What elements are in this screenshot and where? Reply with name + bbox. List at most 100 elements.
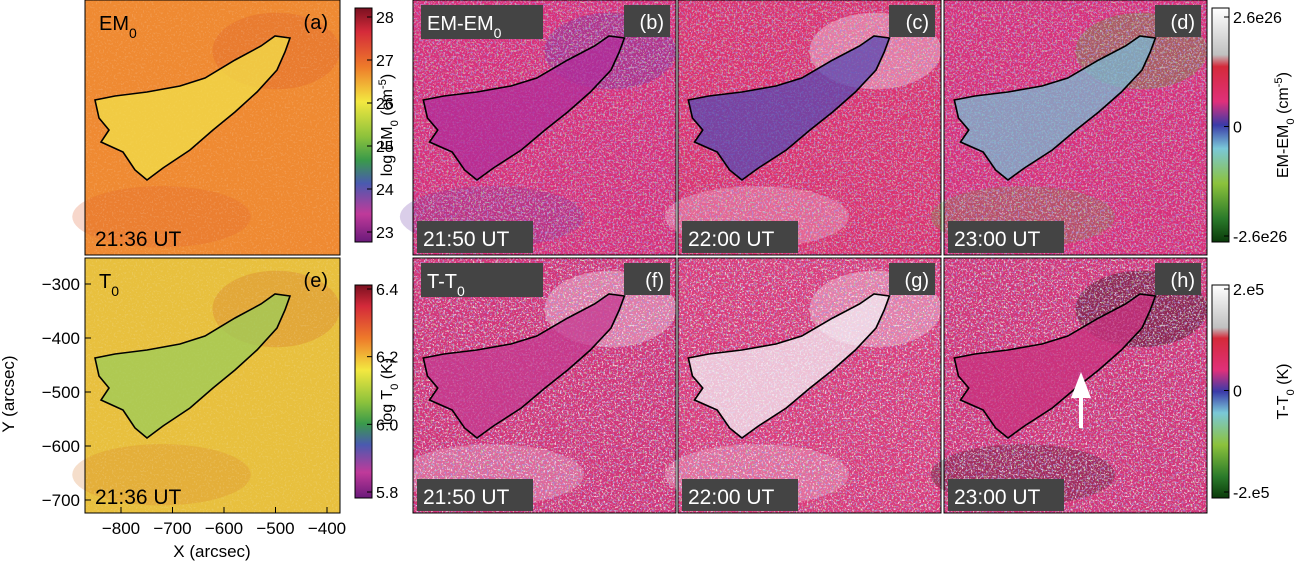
colorbar-tick-label: 26: [376, 96, 394, 113]
time-box: [682, 221, 798, 253]
arrow-head: [1071, 372, 1091, 398]
panel-title: EM0: [99, 13, 137, 41]
panel-title: EM-EM0: [427, 13, 502, 41]
x-axis-label: X (arcsec): [173, 542, 250, 561]
colorbar-label: T-T0 (K): [1275, 363, 1297, 419]
label-box: [889, 5, 935, 37]
panel: (c) 22:00 UT: [664, 0, 942, 256]
label-box: [624, 263, 670, 295]
colorbar-tick-label: 2.6e26: [1233, 10, 1282, 27]
colorbar: [1211, 7, 1230, 243]
panel-title-part: 0: [129, 25, 137, 41]
colorbar-label-part: EM-EM: [1275, 125, 1292, 178]
y-tick-label: −600: [42, 437, 80, 456]
colorbar-tick-label: 5.8: [376, 485, 398, 502]
time-box: [948, 221, 1064, 253]
contour: [687, 293, 891, 440]
colorbar-tick-label: 6.4: [376, 282, 398, 299]
label-box: [1155, 263, 1201, 295]
colorbar: [354, 284, 373, 499]
label-box: [1155, 5, 1201, 37]
panel: (g) 22:00 UT: [664, 257, 942, 514]
panel-time: 23:00 UT: [954, 486, 1041, 509]
panel-time: 23:00 UT: [954, 228, 1041, 251]
colorbar-tick-label: -2.e5: [1233, 485, 1270, 502]
colorbar-label-part: -5: [377, 79, 389, 89]
colorbar-label: log EM0 (cm-5): [377, 74, 401, 176]
x-tick-label: −400: [308, 519, 346, 538]
panel-label: (h): [1171, 270, 1195, 292]
y-axis-label: Y (arcsec): [0, 355, 18, 432]
colorbar-tick-label: 6.2: [376, 350, 398, 367]
colorbar-tick-label: 6.0: [376, 417, 398, 434]
colorbar-label-part: (cm: [379, 89, 396, 120]
panel-title: T-T0: [427, 271, 465, 299]
colorbar-label-part: (K): [1275, 363, 1292, 389]
colorbar-label-part: log EM: [379, 126, 396, 176]
panel-title-part: T-T: [427, 271, 457, 293]
panel-frame: [943, 257, 1208, 514]
panel-frame: [677, 257, 942, 514]
title-box: [421, 5, 543, 39]
colorbar-tick-label: 0: [1233, 384, 1242, 401]
colorbar-label: EM-EM0 (cm-5): [1273, 72, 1297, 178]
contour: [687, 35, 891, 182]
panel-label: (d): [1171, 12, 1195, 34]
panel: EM0 (a) 21:36 UT: [72, 0, 341, 256]
colorbar-label-part: ): [379, 74, 396, 79]
colorbar-label-part: (K): [379, 358, 396, 384]
colorbar-label-part: (cm: [1275, 87, 1292, 118]
contour: [422, 35, 626, 182]
colorbar-tick-label: 2.e5: [1233, 282, 1264, 299]
colorbar: [354, 7, 373, 243]
panel-frame: [84, 257, 341, 514]
panel-frame: [412, 0, 677, 256]
label-box: [624, 5, 670, 37]
time-box: [417, 221, 533, 253]
panel-time: 21:36 UT: [95, 486, 182, 509]
panel-time: 22:00 UT: [688, 486, 775, 509]
x-tick-label: −600: [205, 519, 243, 538]
time-box: [948, 479, 1064, 511]
x-tick-label: −700: [153, 519, 191, 538]
panel: T0 (e) 21:36 UT: [72, 257, 341, 514]
panel-label: (g): [905, 270, 929, 292]
y-tick-label: −300: [42, 275, 80, 294]
panel-label: (e): [304, 270, 328, 292]
label-box: [889, 263, 935, 295]
panel-title: T0: [99, 271, 119, 299]
panel-label: (b): [640, 12, 664, 34]
contour: [94, 35, 292, 182]
panel: EM-EM0 (b) 21:50 UT: [399, 0, 677, 256]
panel-title-part: 0: [494, 25, 502, 41]
y-tick-label: −500: [42, 383, 80, 402]
panel-time: 21:50 UT: [423, 228, 510, 251]
title-box: [421, 263, 543, 297]
colorbar-label-part: 0: [1285, 389, 1297, 395]
time-box: [682, 479, 798, 511]
colorbar-label-part: ): [1275, 72, 1292, 77]
panel-title-part: EM-EM: [427, 13, 494, 35]
colorbar-tick-label: 25: [376, 139, 394, 156]
panel-title-part: 0: [457, 283, 465, 299]
panel: (h) 23:00 UT: [930, 257, 1208, 514]
panel-title-part: EM: [99, 13, 129, 35]
panel: (d) 23:00 UT: [930, 0, 1208, 256]
colorbar-label-part: log T: [379, 390, 396, 426]
contour: [953, 35, 1157, 182]
colorbar-tick-label: 27: [376, 53, 394, 70]
panel-frame: [412, 257, 677, 514]
colorbar-tick-label: 28: [376, 10, 394, 27]
colorbar-label: log T0 (K): [379, 358, 401, 425]
colorbar-label-part: -5: [1273, 77, 1285, 87]
colorbar-label-part: 0: [389, 384, 401, 390]
contour: [94, 293, 292, 440]
colorbar-label-part: 0: [1285, 118, 1297, 124]
panel-frame: [677, 0, 942, 256]
colorbar-tick-label: -2.6e26: [1233, 229, 1287, 246]
colorbar-tick-label: 24: [376, 182, 394, 199]
contour: [422, 293, 626, 440]
x-tick-label: −800: [102, 519, 140, 538]
colorbar-tick-label: 23: [376, 225, 394, 242]
